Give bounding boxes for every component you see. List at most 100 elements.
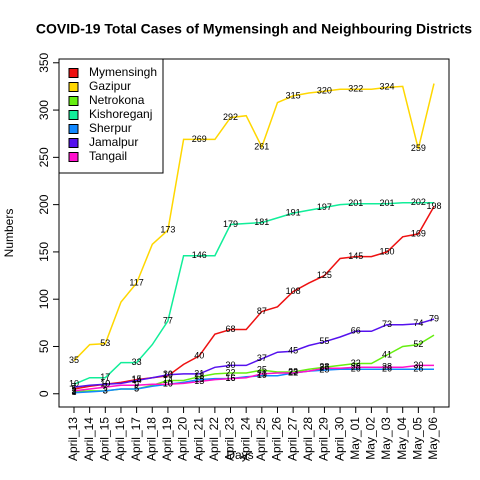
legend-label: Netrokona [89, 93, 145, 107]
data-label: 26 [351, 364, 361, 374]
series-line [73, 318, 435, 388]
data-label: 37 [257, 353, 267, 363]
data-label: 145 [348, 251, 363, 261]
data-label: 53 [100, 338, 110, 348]
x-tick-label: May_06 [426, 417, 440, 460]
legend-swatch [68, 124, 79, 134]
data-label: 320 [317, 86, 332, 96]
legend-swatch [68, 82, 79, 92]
data-label: 13 [194, 376, 204, 386]
x-tick-label: April_16 [113, 417, 127, 461]
data-label: 3 [103, 385, 108, 395]
data-label: 28 [351, 362, 361, 372]
data-label: 16 [226, 373, 236, 383]
data-label: 10 [100, 379, 110, 389]
x-tick-label: April_24 [238, 417, 252, 461]
data-label: 173 [160, 225, 175, 235]
data-label: 30 [226, 360, 236, 370]
legend-label: Jamalpur [89, 135, 138, 149]
y-tick-label: 350 [37, 52, 51, 72]
data-label: 25 [319, 364, 329, 374]
data-label: 269 [192, 134, 207, 144]
x-tick-label: April_28 [301, 417, 315, 461]
x-tick-label: April_19 [160, 417, 174, 461]
y-tick-label: 250 [37, 147, 51, 167]
legend-label: Mymensingh [89, 65, 157, 79]
data-label: 32 [351, 358, 361, 368]
data-label: 108 [286, 286, 301, 296]
legend-swatch [68, 68, 79, 78]
legend-swatch [68, 110, 79, 120]
data-label: 15 [194, 374, 204, 384]
x-tick-label: April_30 [332, 417, 346, 461]
data-label: 146 [192, 250, 207, 260]
data-label: 20 [163, 369, 173, 379]
data-label: 40 [194, 350, 204, 360]
x-tick-label: May_04 [395, 417, 409, 460]
legend-swatch [68, 96, 79, 106]
data-label: 5 [134, 383, 139, 393]
data-label: 41 [382, 349, 392, 359]
data-label: 77 [163, 315, 173, 325]
data-label: 202 [411, 197, 426, 207]
legend-label: Gazipur [89, 79, 131, 93]
data-label: 66 [351, 326, 361, 336]
data-label: 198 [426, 201, 441, 211]
data-label: 261 [254, 141, 269, 151]
data-label: 7 [103, 382, 108, 392]
data-label: 292 [223, 112, 238, 122]
x-tick-label: May_02 [364, 417, 378, 460]
data-label: 17 [100, 372, 110, 382]
data-label: 5 [134, 383, 139, 393]
data-label: 23 [288, 366, 298, 376]
data-label: 25 [257, 364, 267, 374]
data-label: 19 [257, 370, 267, 380]
data-label: 35 [69, 355, 79, 365]
x-tick-label: April_22 [207, 417, 221, 461]
x-tick-label: April_23 [223, 417, 237, 461]
x-tick-label: April_26 [270, 417, 284, 461]
y-tick-label: 150 [37, 242, 51, 262]
data-label: 26 [413, 364, 423, 374]
data-label: 22 [226, 367, 236, 377]
series-line [73, 334, 435, 393]
legend-label: Sherpur [89, 121, 132, 135]
x-tick-label: April_21 [191, 417, 205, 461]
data-label: 169 [411, 228, 426, 238]
x-tick-label: April_25 [254, 417, 268, 461]
data-label: 55 [319, 336, 329, 346]
data-label: 150 [380, 246, 395, 256]
legend-label: Tangail [89, 149, 127, 163]
data-label: 52 [413, 339, 423, 349]
data-label: 22 [288, 367, 298, 377]
data-label: 10 [163, 379, 173, 389]
x-tick-label: April_14 [82, 417, 96, 461]
plot-frame [58, 58, 450, 408]
data-label: 15 [132, 374, 142, 384]
data-label: 28 [319, 362, 329, 372]
data-label: 87 [257, 306, 267, 316]
data-label: 179 [223, 219, 238, 229]
data-label: 10 [100, 379, 110, 389]
series-line [73, 206, 435, 390]
data-label: 9 [134, 380, 139, 390]
series-line [73, 201, 434, 385]
data-label: 125 [317, 270, 332, 280]
data-label: 1 [71, 387, 76, 397]
x-tick-label: April_20 [176, 417, 190, 461]
data-label: 10 [163, 379, 173, 389]
data-label: 5 [71, 383, 76, 393]
data-label: 18 [194, 371, 204, 381]
data-label: 3 [71, 385, 76, 395]
data-label: 21 [194, 368, 204, 378]
x-tick-label: April_17 [129, 417, 143, 461]
x-tick-label: April_27 [285, 417, 299, 461]
x-tick-label: May_03 [379, 417, 393, 460]
series-line [73, 364, 434, 392]
data-label: 201 [380, 198, 395, 208]
data-label: 3 [103, 385, 108, 395]
data-label: 10 [69, 379, 79, 389]
legend-label: Kishoreganj [89, 107, 152, 121]
